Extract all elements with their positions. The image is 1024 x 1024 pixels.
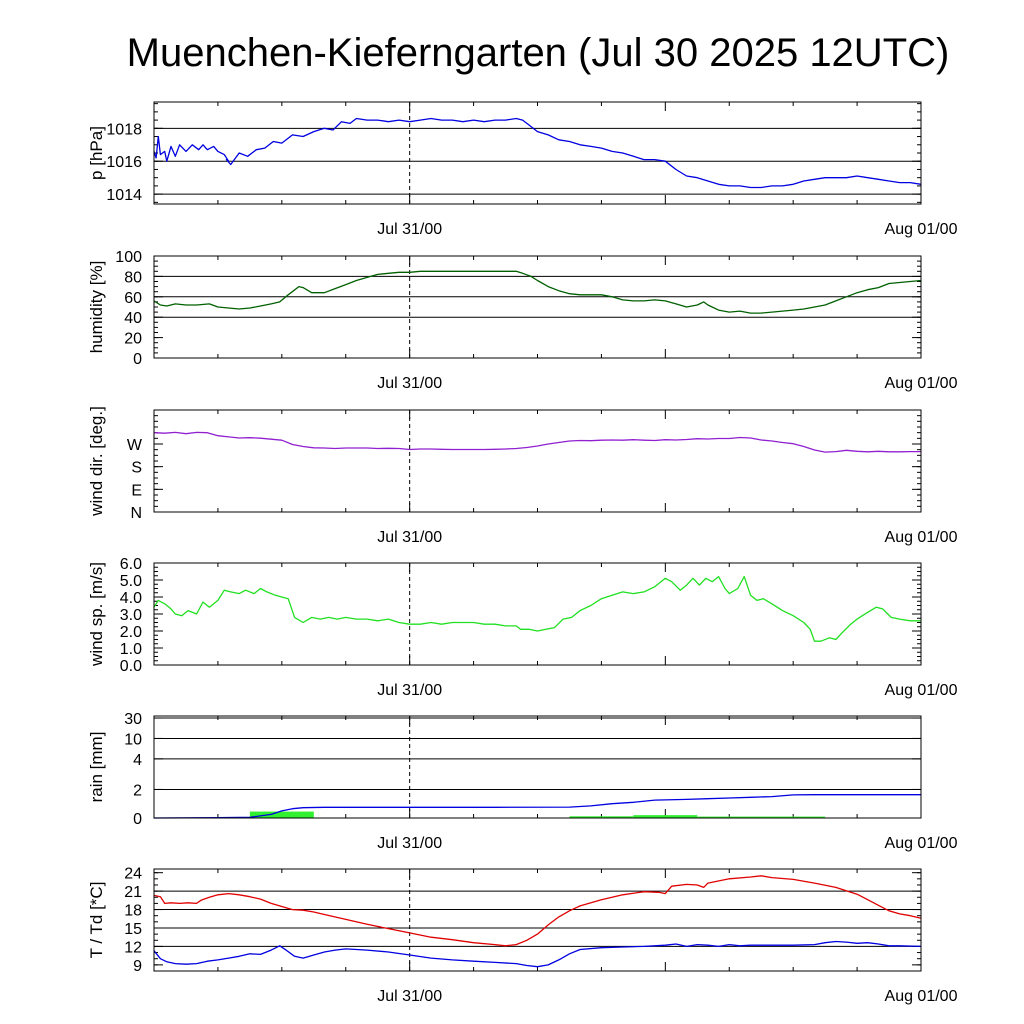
x-tick-label: Aug 01/00 [885,529,958,546]
rain-bar [249,811,314,818]
y-tick-label: 6.0 [120,556,142,573]
y-axis-label: rain [mm] [87,732,106,803]
y-tick-label: W [127,437,143,454]
series-line-humidity-0 [153,270,922,314]
y-axis-label: p [hPa] [87,126,106,180]
y-tick-label: E [131,482,142,499]
panel-rain: 0 2 4 10 30 rain [mm] Jul 31/00 Aug 01/00 [87,711,958,852]
y-tick-label: 1.0 [120,641,142,658]
y-tick-label: 20 [124,331,142,348]
panel-frame [153,868,922,972]
y-tick-label: 24 [124,866,142,883]
rain-bar [697,816,826,818]
y-axis-label: humidity [%] [87,261,106,354]
y-tick-label: 3.0 [120,607,142,624]
y-tick-label: 12 [124,939,142,956]
panel-frame [153,409,922,513]
y-tick-label: 100 [115,249,142,266]
y-tick-label: S [131,460,142,477]
panel-frame [153,255,922,359]
y-tick-label: 21 [124,884,142,901]
y-tick-label: 0 [133,811,142,828]
x-tick-label: Jul 31/00 [377,529,442,546]
x-tick-label: Aug 01/00 [885,221,958,238]
y-tick-label: 1014 [106,187,142,204]
x-tick-label: Jul 31/00 [377,835,442,852]
panel-frame [153,562,922,666]
x-tick-label: Aug 01/00 [885,835,958,852]
series-line-temperature-1 [153,940,922,968]
x-tick-label: Jul 31/00 [377,221,442,238]
series-line-rain-0 [153,794,921,819]
x-tick-label: Aug 01/00 [885,375,958,392]
y-tick-label: 4 [133,752,142,769]
y-axis-label: wind sp. [m/s] [87,562,106,667]
panel-humidity: 0 20 40 60 80 100 humidity [%] Jul 31/00 Aug 01/… [87,249,958,392]
y-tick-label: 0 [133,351,142,368]
y-tick-label: 2.0 [120,624,142,641]
y-tick-label: 9 [133,958,142,975]
y-tick-label: 80 [124,269,142,286]
y-tick-label: 0.0 [120,658,142,675]
panel-wind_speed: 0.01.02.03.04.05.06.0 wind sp. [m/s] Jul 3… [87,556,958,699]
rain-bar [633,815,698,818]
chart-title: Muenchen-Kieferngarten (Jul 30 2025 12UT… [127,31,950,75]
series-line-pressure-0 [153,117,922,189]
y-axis-label: wind dir. [deg.] [87,406,106,517]
y-tick-label: 30 [124,711,142,728]
rain-bar [569,816,634,818]
y-tick-label: 40 [124,310,142,327]
y-tick-label: 1016 [106,154,142,171]
y-tick-label: 2 [133,782,142,799]
y-tick-label: 10 [124,731,142,748]
y-tick-label: 4.0 [120,590,142,607]
x-tick-label: Jul 31/00 [377,988,442,1005]
series-line-wind_speed-0 [153,575,921,642]
y-tick-label: 5.0 [120,573,142,590]
x-tick-label: Aug 01/00 [885,682,958,699]
series-line-temperature-0 [153,875,922,947]
y-axis-label: T / Td [*C] [87,882,106,959]
y-tick-label: 60 [124,290,142,307]
y-tick-label: N [130,505,142,522]
y-tick-label: 1018 [106,121,142,138]
y-tick-label: 15 [124,921,142,938]
x-tick-label: Jul 31/00 [377,682,442,699]
x-tick-label: Aug 01/00 [885,988,958,1005]
panel-frame [153,101,922,205]
series-line-wind_direction-0 [153,431,921,453]
y-tick-label: 18 [124,903,142,920]
x-tick-label: Jul 31/00 [377,375,442,392]
panel-frame [153,715,922,819]
